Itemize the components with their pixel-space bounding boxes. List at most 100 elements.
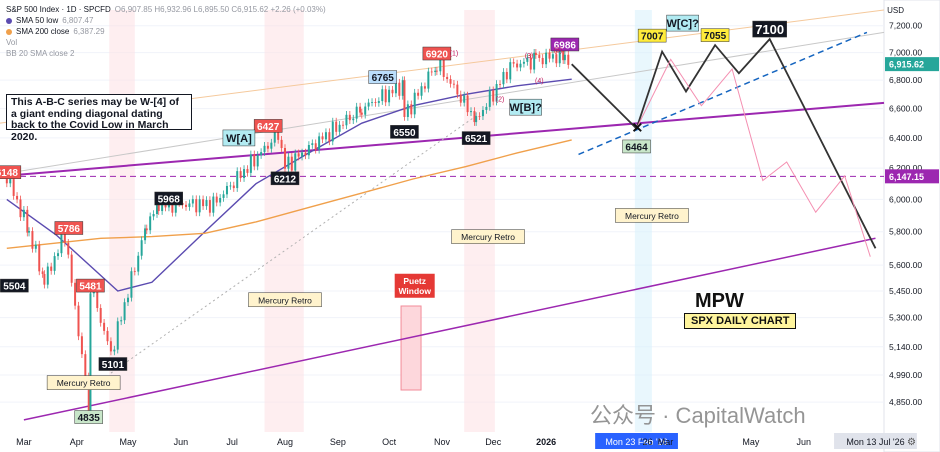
price-candle [225, 185, 228, 195]
price-candle [31, 231, 34, 249]
sub-wave-label: (5) [554, 48, 563, 55]
price-candle [34, 244, 37, 249]
price-candle [157, 202, 160, 212]
sma200-swatch-icon [6, 28, 12, 35]
price-candle [63, 233, 66, 243]
price-label: 6427 [257, 122, 280, 133]
price-candle [202, 199, 205, 207]
price-candle [519, 63, 522, 68]
price-label: 5786 [58, 224, 81, 235]
price-candle [463, 95, 466, 103]
price-candle [133, 271, 136, 273]
price-candle [304, 152, 307, 156]
price-candle [46, 266, 49, 285]
current-price-badge-box [885, 57, 939, 72]
price-candle [249, 154, 252, 173]
price-candle [70, 254, 73, 283]
symbol-title[interactable]: S&P 500 Index · 1D · SPCFD [6, 5, 111, 14]
price-candle [106, 330, 109, 342]
x-tick-label: Apr [70, 437, 84, 447]
price-label: 6521 [465, 134, 488, 145]
price-candle [427, 71, 430, 89]
x-tick-label: Jul [226, 437, 238, 447]
price-candle [307, 145, 310, 156]
price-candle [103, 322, 106, 331]
price-candle [495, 84, 498, 102]
reference-price-badge-box [885, 169, 939, 184]
price-candle [222, 194, 225, 198]
price-candle [533, 52, 536, 70]
price-candle [246, 169, 249, 173]
bb-label[interactable]: BB 20 SMA close 2 [6, 49, 75, 58]
x-tick-label: May [742, 437, 760, 447]
price-candle [256, 155, 259, 167]
x-tick-label: Mar [16, 437, 32, 447]
wave-label-box [222, 129, 256, 147]
price-candle [145, 228, 148, 231]
price-candle [541, 57, 544, 65]
price-label-box [550, 37, 580, 52]
price-candle [449, 79, 452, 84]
sma-close-label[interactable]: SMA 200 close [16, 27, 70, 36]
price-candle [502, 71, 505, 85]
price-candle [174, 201, 177, 213]
gear-icon[interactable]: ⚙ [907, 437, 916, 448]
price-candle [548, 52, 551, 59]
price-candle [473, 111, 476, 123]
price-candle [188, 203, 191, 207]
puetz-window-label: Puetz [403, 276, 426, 286]
x-tick-label: Jun [174, 437, 189, 447]
price-candle [243, 169, 246, 179]
price-candle [335, 121, 338, 132]
price-candle [144, 228, 147, 241]
price-candle [391, 89, 394, 94]
price-candle [430, 71, 433, 73]
price-candle [161, 202, 164, 212]
price-label: 6920 [426, 50, 449, 61]
price-candle [470, 111, 473, 113]
price-label-box [253, 119, 283, 133]
mercury-retro-box [451, 229, 525, 244]
price-candle [555, 54, 558, 64]
price-candle [398, 82, 401, 96]
price-candle [273, 131, 276, 143]
sma-low-label[interactable]: SMA 50 low [16, 16, 59, 25]
wave-label: W[A] [226, 133, 252, 145]
price-candle [545, 52, 548, 65]
price-candle [558, 45, 561, 64]
price-candle [420, 86, 423, 96]
y-tick-label: 5,140.00 [889, 342, 922, 352]
price-candle [499, 84, 502, 85]
chart-subtitle: SPX DAILY CHART [684, 313, 797, 329]
price-candle [360, 112, 363, 115]
price-label-box [270, 171, 300, 186]
vol-label[interactable]: Vol [6, 38, 18, 47]
price-candle [50, 266, 53, 271]
price-candle [28, 231, 31, 233]
price-candle [263, 145, 266, 153]
price-candle [208, 200, 211, 213]
reference-price-badge: 6,147.15 [889, 172, 924, 182]
sub-wave-label: (3) [525, 53, 534, 60]
price-label: 5101 [102, 360, 125, 371]
price-candle [410, 104, 413, 115]
mercury-retro-label: Mercury Retro [57, 378, 111, 388]
price-candle [406, 104, 409, 117]
mercury-retro-box [248, 292, 322, 308]
wave-label: W[C]? [666, 18, 699, 30]
price-label-box [368, 70, 397, 84]
price-candle [352, 118, 355, 121]
price-label-box [98, 357, 128, 371]
price-candle [212, 196, 215, 213]
chart-legend: S&P 500 Index · 1D · SPCFD O6,907.85 H6,… [6, 4, 326, 59]
price-candle [321, 136, 324, 140]
price-candle [229, 185, 232, 187]
price-label-box [0, 165, 22, 179]
price-candle [215, 196, 218, 203]
sub-wave-label: (2) [496, 96, 505, 103]
price-candle [290, 156, 293, 171]
gray-trend-line [0, 31, 885, 175]
price-candle [38, 244, 41, 272]
price-label-box [700, 28, 730, 42]
